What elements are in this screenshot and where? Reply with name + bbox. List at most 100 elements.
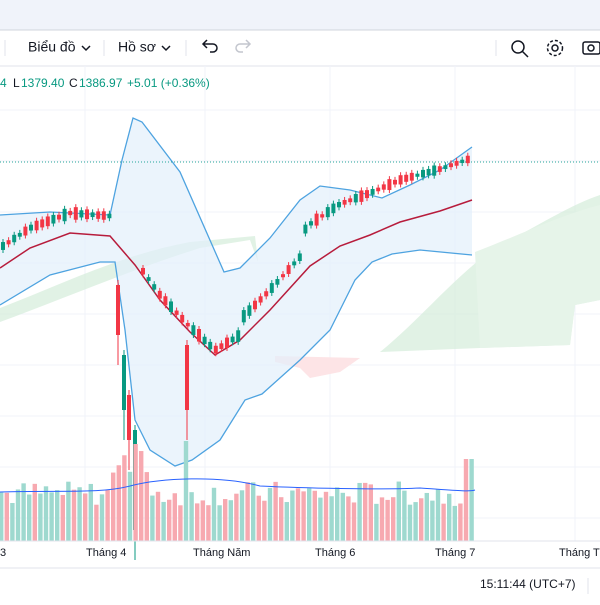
volume-bar [262,500,267,541]
volume-bar [133,444,138,541]
volume-bar [111,472,116,541]
ichimoku-cloud [475,205,600,348]
candle [146,277,151,281]
volume-bar [0,492,4,541]
volume-bar [43,486,49,541]
clock: 15:11:44 (UTC+7) [480,577,576,591]
volume-bar [385,499,390,541]
volume-bar [15,489,21,541]
candle [353,194,358,203]
volume-bar [4,492,9,541]
volume-bar [211,487,217,541]
volume-bar [407,504,413,541]
chart-menu[interactable]: Biểu đồ [28,39,76,55]
volume-bar [379,497,385,541]
x-axis-label: 3 [0,547,6,559]
volume-bar [463,459,469,541]
volume-bar [374,503,379,541]
candle [236,330,241,342]
candle [303,224,308,234]
volume-bar [267,487,273,541]
candle [309,221,313,226]
candle [404,174,409,182]
volume-bar [340,492,345,541]
legend-change: +5.01 (+0.36%) [127,76,210,90]
volume-bar [290,490,295,541]
volume-bar [312,490,317,541]
candle [465,155,470,164]
candle [197,329,201,342]
candle [68,210,73,216]
volume-bar [239,490,245,541]
candle [185,345,189,410]
chevron [161,45,171,52]
volume-bar [335,487,340,541]
candle [96,211,101,219]
candle [6,240,11,245]
volume-bar [273,481,278,541]
candle [393,179,397,185]
volume-bar [301,491,306,541]
volume-bar [452,505,457,541]
volume-bar [441,503,446,541]
candle [101,211,106,220]
volume-bar [83,493,88,541]
candle [180,314,185,323]
candle [320,214,325,218]
volume-bar [27,494,32,541]
candle [409,172,414,181]
candle [460,159,465,164]
candle [163,296,168,306]
candle [127,395,131,440]
redo-button[interactable] [235,39,252,53]
volume-bar [329,496,334,541]
candle [281,274,285,278]
candle [208,341,213,350]
candle [443,165,448,170]
volume-bar [346,496,351,541]
legend-close-label: C [69,76,78,90]
volume-bar [99,494,105,541]
candle [152,284,157,290]
volume-bar [189,492,194,541]
candle [122,355,126,410]
volume-bar [430,500,435,541]
volume-bar [172,493,177,541]
candle [116,285,120,335]
volume-bar [435,489,441,541]
volume-bar [307,488,312,541]
volume-bar [88,483,93,541]
candle [342,199,347,205]
volume-bar [155,491,161,541]
candle [398,175,403,185]
chevron [81,45,91,52]
upper-band [0,117,473,273]
volume-bar [363,482,368,541]
volume-bar [245,482,250,541]
volume-bar [150,495,155,541]
x-axis-label: Tháng Năm [193,547,250,559]
candle [213,345,218,354]
settings-button[interactable] [546,39,564,57]
x-axis-label: Tháng 6 [315,547,355,559]
candle [415,173,420,177]
volume-bar [251,482,256,541]
candle [17,232,22,237]
volume-bar [323,491,329,541]
candle [247,305,252,316]
candle [57,214,61,220]
volume-bar [94,504,99,541]
volume-bar [71,489,77,541]
profile-menu[interactable]: Hồ sơ [118,39,156,55]
candle [376,187,381,192]
volume-bar [55,490,60,541]
volume-bar [206,505,211,541]
camera-button[interactable] [582,41,600,55]
volume-bar [256,495,261,541]
candle [370,188,375,195]
volume-bar [419,498,424,541]
undo-button[interactable] [201,39,218,53]
search-button[interactable] [511,40,529,58]
volume-ma [0,478,476,493]
